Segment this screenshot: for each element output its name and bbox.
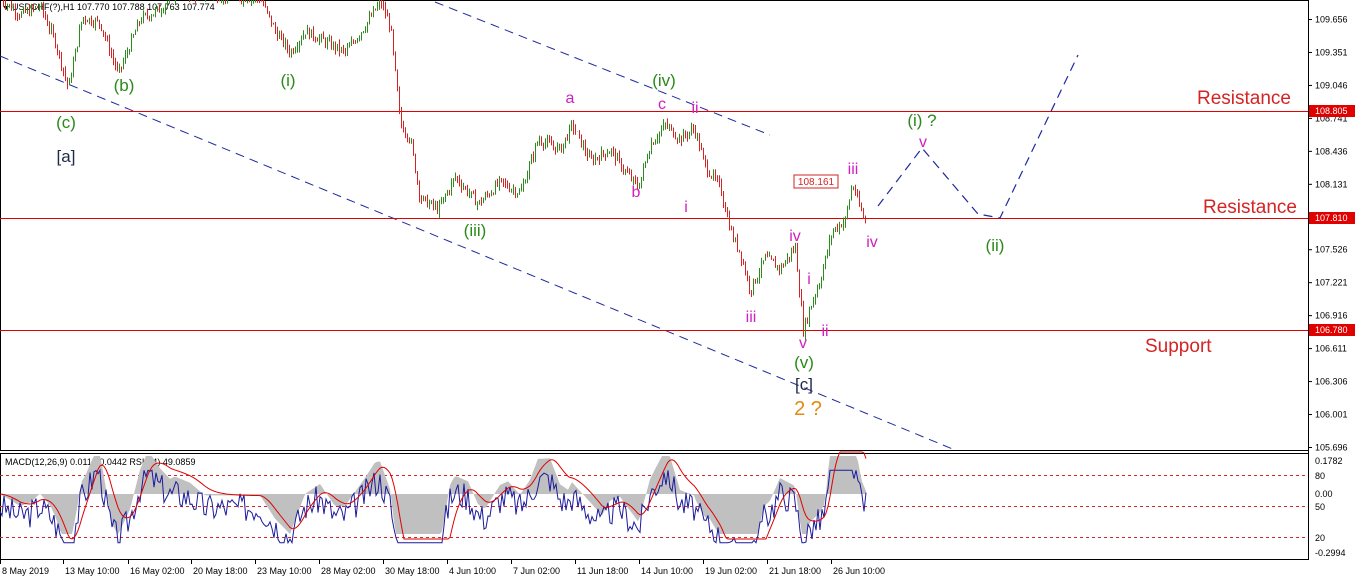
- wave-label: iv: [789, 228, 801, 245]
- time-tick-label: 20 May 18:00: [193, 566, 248, 576]
- axis-marker-support-text: 106.780: [1315, 325, 1348, 335]
- price-tick-label: 108.131: [1315, 179, 1348, 189]
- price-tick-label: 106.611: [1315, 344, 1347, 354]
- wave-label: iii: [848, 161, 859, 178]
- wave-label: (v): [794, 353, 814, 372]
- wave-label: v: [799, 335, 807, 352]
- price-box: [793, 174, 839, 189]
- wave-label: ii: [821, 323, 828, 340]
- axis-marker-support: [1309, 324, 1355, 336]
- time-tick-label: 14 Jun 10:00: [641, 566, 693, 576]
- macd-histogram: [0, 456, 866, 534]
- wave-label: iii: [746, 309, 757, 326]
- price-tick-label: 106.916: [1315, 311, 1348, 321]
- wave-label: (ii): [986, 236, 1005, 255]
- time-tick-label: 21 Jun 18:00: [769, 566, 821, 576]
- wave-label: (i) ?: [907, 111, 936, 130]
- wave-label: (iii): [464, 221, 487, 240]
- rsi-tick: 20: [1315, 533, 1325, 543]
- price-tick-label: 107.526: [1315, 245, 1348, 255]
- wave-label: [c]: [795, 375, 813, 394]
- wave-label: (iv): [652, 71, 676, 90]
- chart-header-text: USDCHF(?),H1 107.770 107.788 107.763 107…: [12, 2, 215, 12]
- indicator-plot: [0, 451, 867, 545]
- support-label: Support: [1145, 336, 1212, 357]
- wave-label: (b): [114, 76, 135, 95]
- price-tick-label: 106.306: [1315, 377, 1348, 387]
- time-tick-label: 4 Jun 10:00: [449, 566, 496, 576]
- price-tick-label: 106.001: [1315, 410, 1348, 420]
- price-tick-label: 109.351: [1315, 47, 1348, 57]
- time-tick-label: 26 Jun 10:00: [833, 566, 885, 576]
- channel-lower-line: [0, 55, 956, 451]
- candles-group: [1, 0, 866, 341]
- wave-label: (c): [56, 113, 76, 132]
- price-tick-label: 108.436: [1315, 146, 1348, 156]
- wave-label: (i): [280, 71, 295, 90]
- axis-marker-upper: [1309, 105, 1355, 117]
- rsi-tick: 50: [1315, 502, 1325, 512]
- rsi-tick: 80: [1315, 471, 1325, 481]
- indicator-axis: 0.1782 80 0.00 50 20 -0.2994: [1315, 456, 1346, 558]
- wave-label: 2 ?: [794, 398, 822, 420]
- axis-marker-lower: [1309, 212, 1355, 224]
- price-axis: 109.656 109.351 109.046 108.741 108.436 108.1…: [1308, 15, 1348, 453]
- time-tick-label: 16 May 02:00: [130, 566, 185, 576]
- wave-label: b: [632, 184, 641, 201]
- time-tick-label: 30 May 18:00: [385, 566, 440, 576]
- time-tick-label: 13 May 10:00: [65, 566, 120, 576]
- time-tick-label: 8 May 2019: [2, 566, 49, 576]
- time-tick-label: 23 May 10:00: [257, 566, 312, 576]
- time-tick-label: 11 Jun 18:00: [577, 566, 628, 576]
- macd-tick: 0.1782: [1315, 456, 1343, 466]
- wave-label: i: [807, 271, 811, 288]
- time-tick-label: 28 May 02:00: [321, 566, 376, 576]
- wave-label: i: [684, 199, 688, 216]
- macd-tick: -0.2994: [1315, 548, 1346, 558]
- price-tick-label: 109.046: [1315, 80, 1348, 90]
- macd-tick: 0.00: [1315, 489, 1333, 499]
- main-panel-frame: [0, 0, 1309, 451]
- time-tick-label: 7 Jun 02:00: [513, 566, 560, 576]
- price-box-text: 108.161: [798, 177, 835, 188]
- price-tick-label: 108.741: [1315, 113, 1348, 123]
- price-tick-label: 107.221: [1315, 278, 1348, 288]
- price-tick-label: 109.656: [1315, 15, 1348, 25]
- wave-label: ii: [691, 100, 698, 117]
- wave-label: [a]: [57, 147, 76, 166]
- price-tick-label: 105.696: [1315, 443, 1348, 453]
- resistance-label-lower: Resistance: [1203, 197, 1297, 218]
- axis-marker-lower-text: 107.810: [1315, 213, 1348, 223]
- macd-signal-line: [0, 451, 867, 540]
- wave-labels: (c) [a] (b) (i) (iii) (iv) a b c i ii ii…: [56, 71, 1004, 420]
- resistance-label-upper: Resistance: [1197, 88, 1291, 109]
- axis-marker-upper-text: 108.805: [1315, 106, 1348, 116]
- wave-label: c: [658, 96, 666, 113]
- wave-label: iv: [866, 234, 878, 251]
- rsi-line: [0, 468, 867, 545]
- projection-path: [877, 54, 1079, 219]
- time-axis: 8 May 2019 13 May 10:00 16 May 02:00 20 May…: [0, 560, 885, 576]
- wave-label: v: [919, 134, 927, 151]
- time-tick-label: 19 Jun 02:00: [705, 566, 757, 576]
- wave-label: a: [566, 90, 575, 107]
- channel-upper-line: [434, 1, 771, 136]
